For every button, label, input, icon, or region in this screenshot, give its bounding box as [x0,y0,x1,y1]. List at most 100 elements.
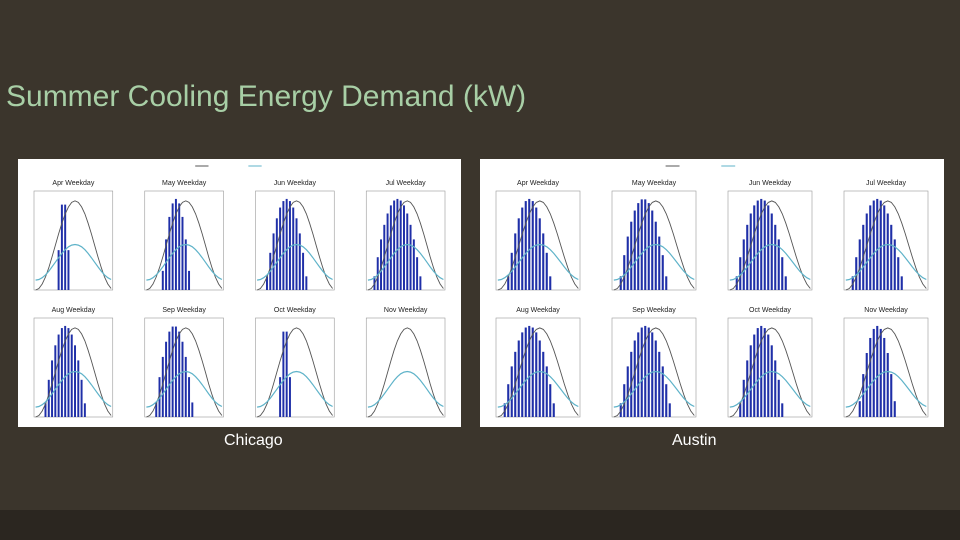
demand-bar [535,332,538,417]
demand-bar [784,276,787,290]
demand-bar [171,203,174,290]
temperature-line [35,327,112,418]
demand-bar [298,233,301,290]
demand-bar [275,218,278,290]
austin-caption: Austin [672,432,717,449]
plot-frame [611,190,697,291]
temperature-line [729,327,811,418]
small-multiple-panel: Apr Weekday [495,180,581,291]
demand-bar [295,218,298,290]
demand-bar [158,377,161,417]
demand-bar [770,345,773,417]
demand-bar [661,366,664,417]
humidity-line [497,370,579,408]
demand-bar [665,384,668,417]
demand-bar [661,255,664,290]
demand-bar [393,200,396,290]
plot-frame [255,317,335,418]
humidity-line [256,243,333,281]
demand-bar [879,200,882,290]
demand-bar [746,360,749,417]
small-multiple-panel: Sep Weekday [144,307,224,418]
demand-bar [282,331,285,417]
temperature-line [729,200,811,291]
demand-bar [647,327,650,417]
demand-bar [545,366,548,417]
demand-bar [858,401,861,417]
demand-bar [524,327,527,417]
demand-bar [531,327,534,417]
demand-bar [872,200,875,290]
temperature-line [256,327,333,418]
demand-bar [168,331,171,417]
demand-bar [774,360,777,417]
small-multiple-panel: Oct Weekday [727,307,813,418]
humidity-line [35,243,112,281]
demand-bar [770,213,773,290]
panel-title: Jun Weekday [749,180,792,187]
demand-bar [64,325,67,417]
austin-chart: Apr Weekday May Weekday Jun Weekday Jul Wee… [495,165,929,418]
demand-bar [165,239,168,290]
panel-title: Sep Weekday [162,307,206,314]
demand-bar [288,377,291,417]
temperature-line [613,200,695,291]
demand-bar [654,340,657,417]
demand-bar [886,213,889,290]
demand-bar [876,198,879,290]
humidity-line [497,243,579,281]
humidity-line [35,370,112,408]
demand-bar [658,351,661,417]
demand-bar [83,403,86,417]
small-multiple-panel: Jul Weekday [365,180,446,291]
demand-bar [409,224,412,290]
small-multiple-panel: Jun Weekday [727,180,813,291]
humidity-line [845,370,927,408]
demand-bar [60,204,63,290]
demand-bar [858,239,861,290]
panel-title: May Weekday [632,180,677,187]
demand-bar [542,233,545,290]
demand-bar [174,198,177,290]
demand-bar [171,326,174,417]
demand-bar [640,327,643,417]
demand-bar [80,379,83,417]
small-multiple-panel: Nov Weekday [365,307,446,418]
temperature-line [497,200,579,291]
small-multiple-panel: Sep Weekday [611,307,697,418]
demand-bar [658,236,661,290]
demand-bar [767,334,770,417]
humidity-line [367,370,444,408]
panel-title: Nov Weekday [864,307,908,314]
demand-bar [514,233,517,290]
demand-bar [535,207,538,290]
demand-bar [633,340,636,417]
demand-bar [763,328,766,417]
demand-bar [184,239,187,290]
humidity-line [146,370,223,408]
demand-bar [552,403,555,417]
chicago-chart: Apr Weekday May Weekday Jun Weekday Jul Wee… [33,165,446,418]
small-multiple-panel: May Weekday [611,180,697,291]
demand-bar [279,207,282,290]
demand-bar [549,384,552,417]
demand-bar [538,218,541,290]
demand-bar [767,205,770,290]
demand-bar [531,201,534,290]
plot-frame [843,190,929,291]
demand-bar [623,255,626,290]
humidity-line [256,370,333,408]
demand-bar [855,257,858,290]
demand-bar [181,216,184,290]
plot-frame [365,190,446,291]
demand-bar [77,360,80,417]
demand-bar [380,239,382,290]
demand-bar [900,276,903,290]
demand-bar [749,345,752,417]
demand-bar [528,325,531,417]
austin-chart-panel: Apr Weekday May Weekday Jun Weekday Jul Wee… [480,159,944,427]
demand-bar [386,213,389,290]
humidity-line [613,243,695,281]
panel-title: May Weekday [162,180,207,187]
demand-bar [517,340,520,417]
